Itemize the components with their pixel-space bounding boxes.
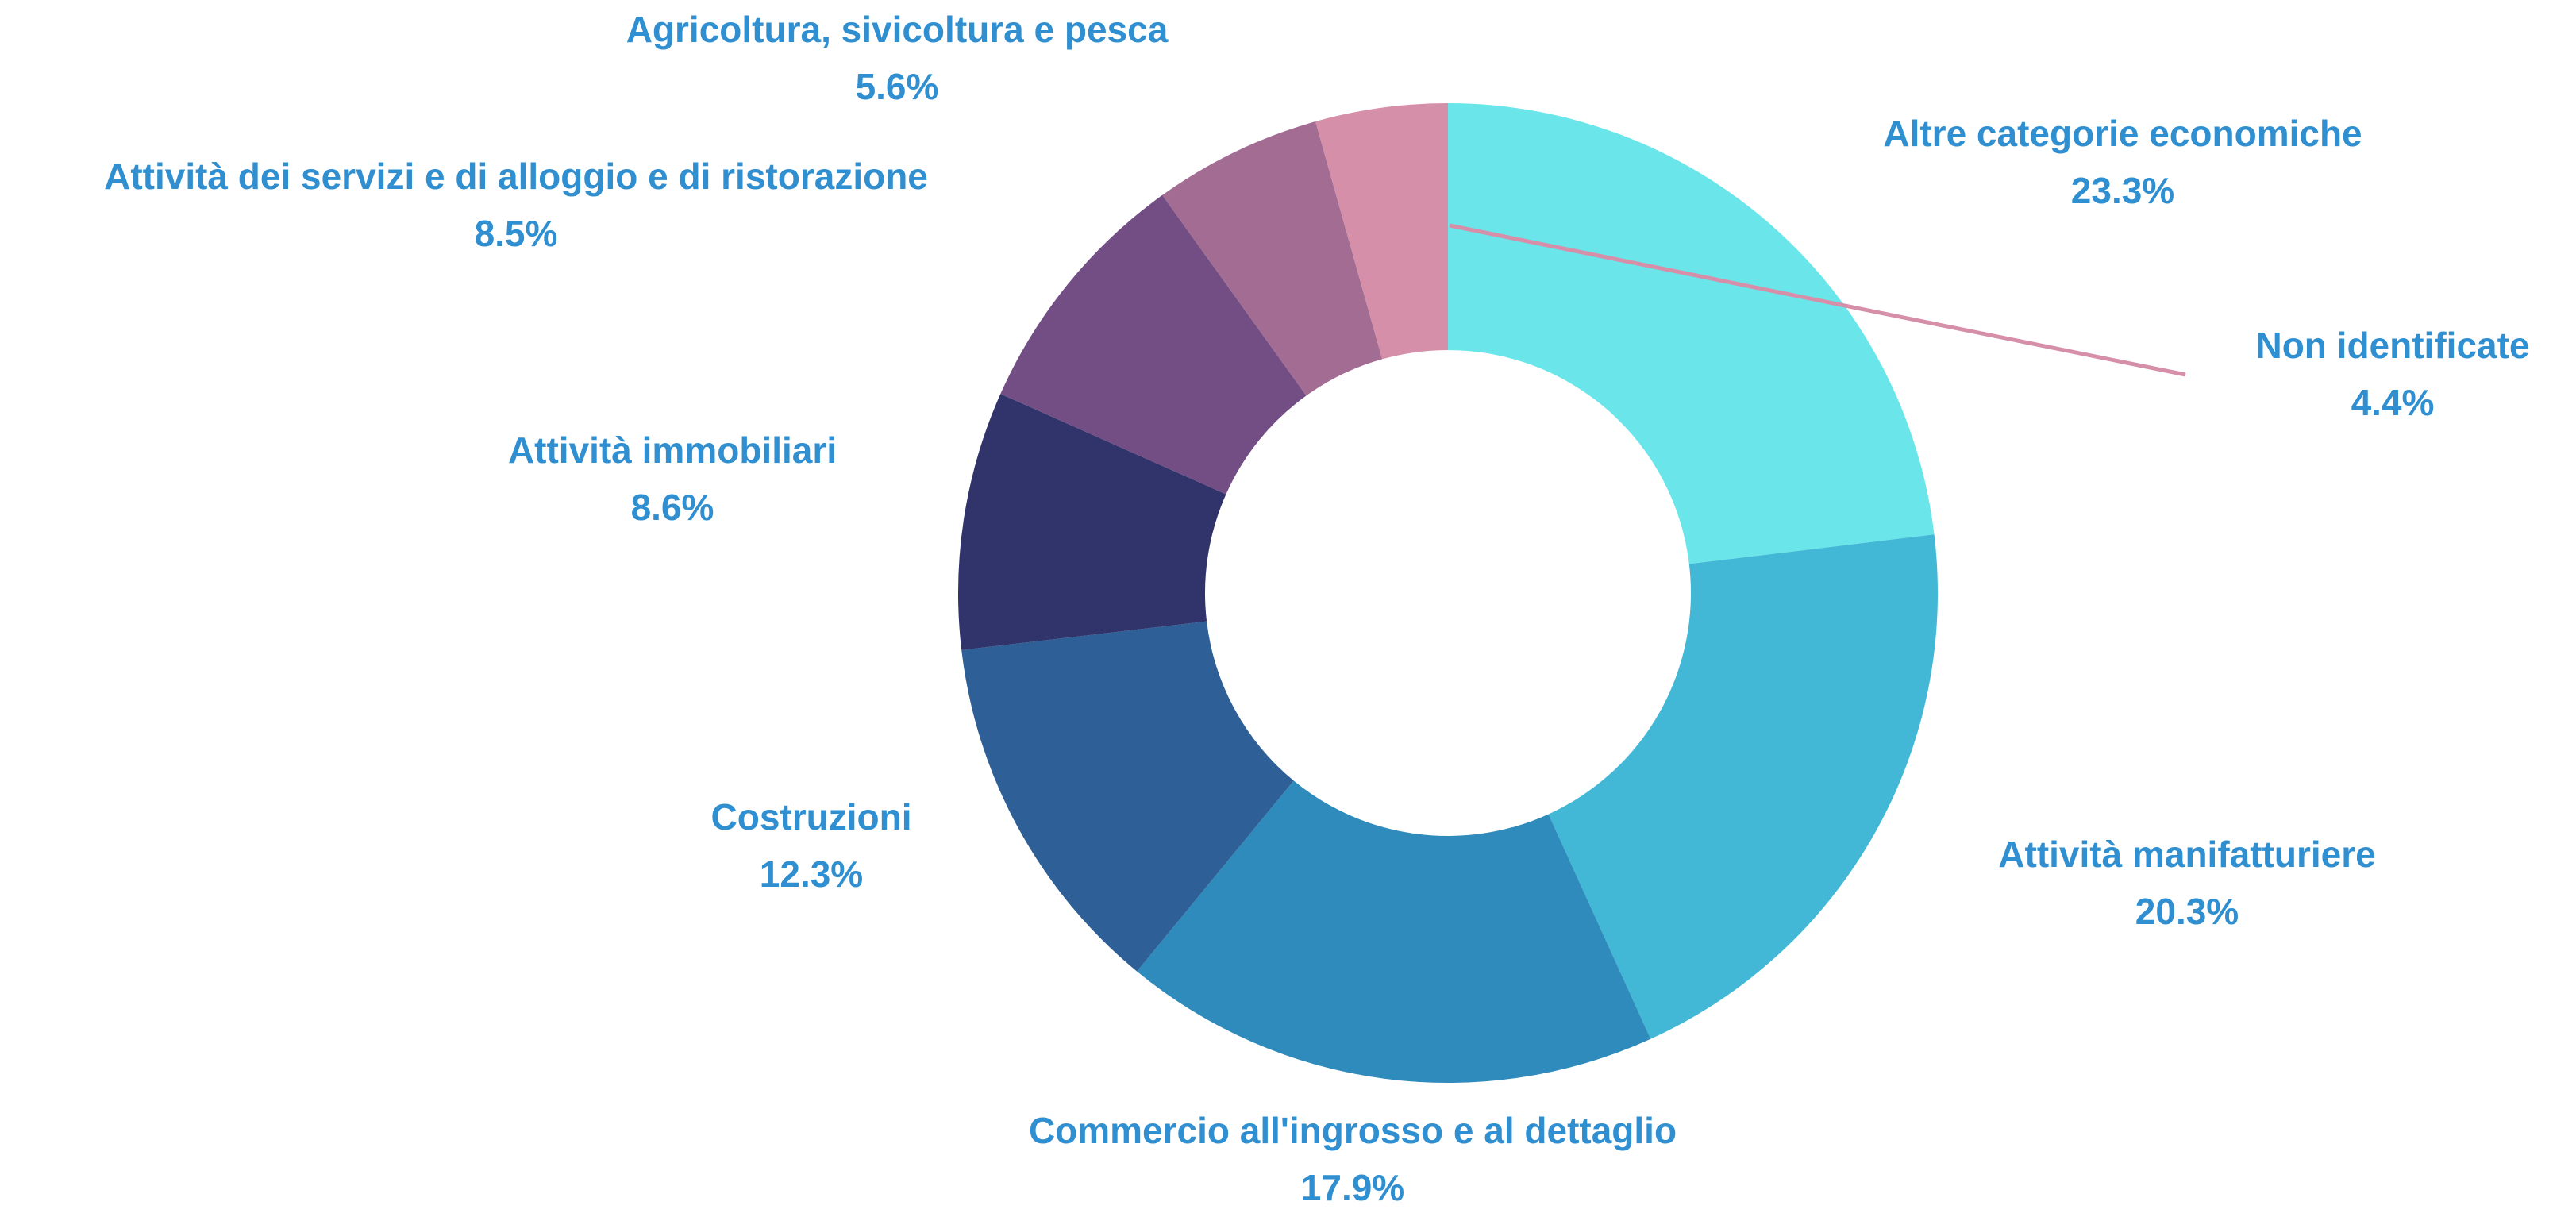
value-label: 4.4%: [2351, 382, 2435, 423]
donut-slice: [1548, 534, 1938, 1039]
value-label: 23.3%: [2071, 170, 2174, 211]
donut-slice: [958, 394, 1226, 650]
category-label: Attività dei servizi e di alloggio e di …: [104, 156, 928, 197]
category-label: Attività immobiliari: [508, 429, 837, 471]
donut-slice: [1137, 780, 1651, 1083]
value-label: 17.9%: [1301, 1167, 1404, 1208]
category-label: Non identificate: [2255, 325, 2529, 366]
category-label: Commercio all'ingrosso e al dettaglio: [1029, 1110, 1677, 1151]
leader-line: [1449, 223, 2186, 377]
donut-slice: [1000, 194, 1307, 495]
value-label: 5.6%: [856, 66, 939, 107]
donut-slice: [1315, 103, 1448, 360]
category-label: Attività manifatturiere: [1998, 834, 2375, 875]
labels: Altre categorie economiche 23.3% Attività …: [104, 9, 2529, 1208]
donut-slice: [1448, 103, 1935, 564]
category-label: Costruzioni: [711, 796, 912, 838]
value-label: 8.6%: [631, 487, 714, 528]
category-label: Altre categorie economiche: [1883, 113, 2362, 154]
donut: [958, 103, 1938, 1083]
value-label: 20.3%: [2135, 891, 2239, 932]
donut-slice: [961, 621, 1294, 972]
category-label: Agricoltura, sivicoltura e pesca: [626, 9, 1169, 50]
value-label: 12.3%: [760, 853, 863, 895]
value-label: 8.5%: [475, 213, 558, 254]
donut-slice: [1162, 121, 1383, 396]
